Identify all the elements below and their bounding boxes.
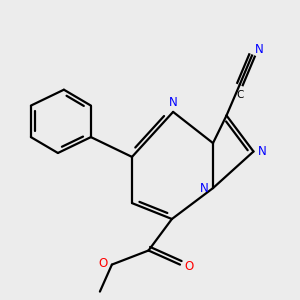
Text: O: O xyxy=(184,260,194,273)
Text: N: N xyxy=(200,182,208,195)
Text: N: N xyxy=(258,145,267,158)
Text: C: C xyxy=(236,89,244,100)
Text: O: O xyxy=(98,256,107,270)
Text: N: N xyxy=(255,43,264,56)
Text: N: N xyxy=(169,96,178,110)
